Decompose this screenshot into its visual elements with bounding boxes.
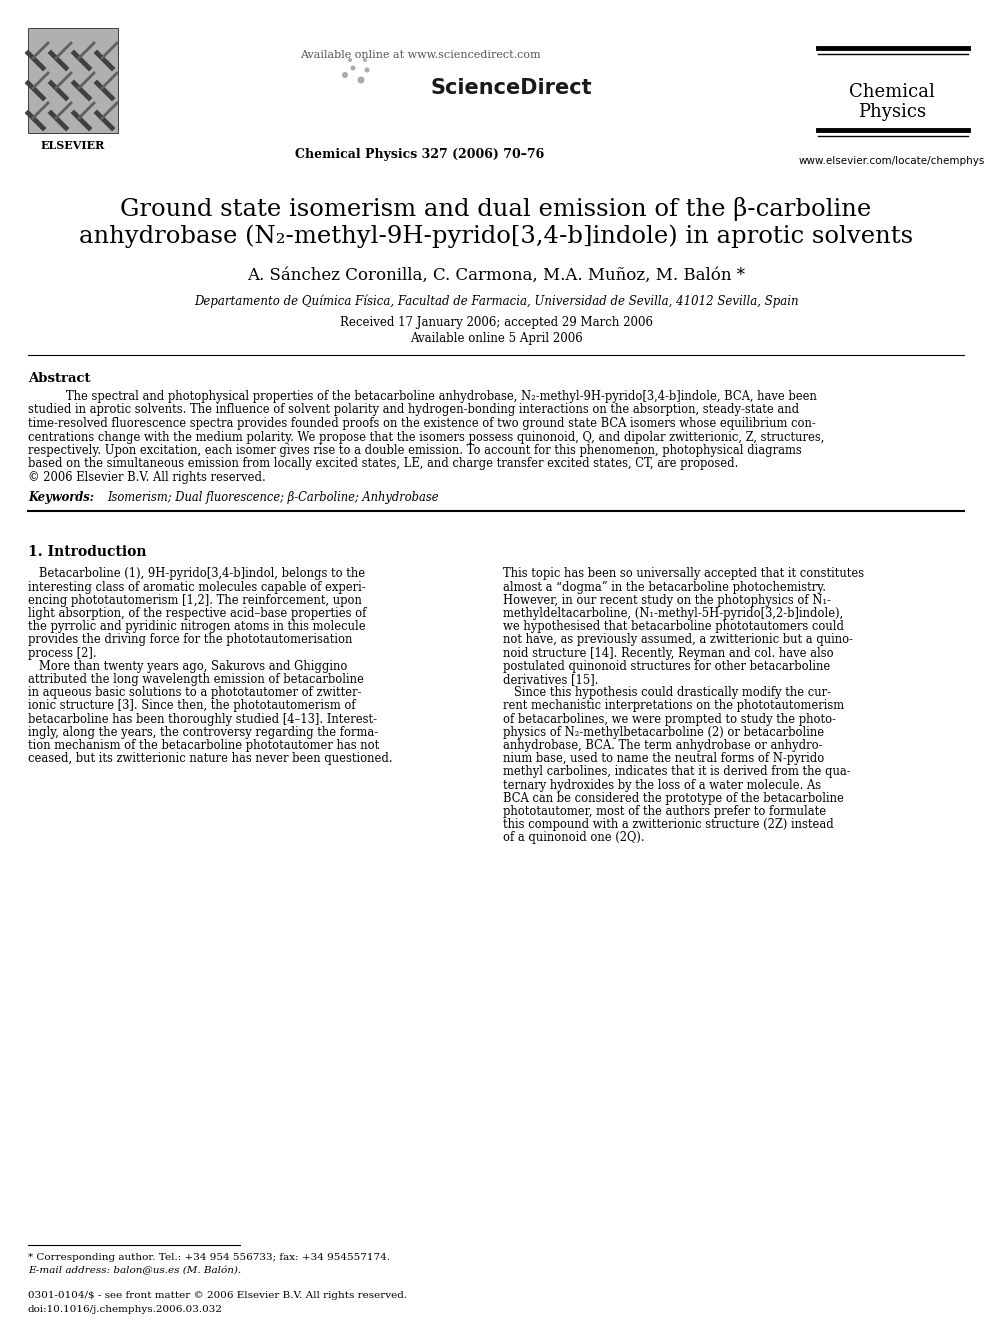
Text: anhydrobase, BCA. The term anhydrobase or anhydro-: anhydrobase, BCA. The term anhydrobase o… — [503, 740, 822, 751]
Text: 1. Introduction: 1. Introduction — [28, 545, 147, 560]
Text: of a quinonoid one (2Q).: of a quinonoid one (2Q). — [503, 831, 645, 844]
Text: encing phototautomerism [1,2]. The reinforcement, upon: encing phototautomerism [1,2]. The reinf… — [28, 594, 362, 607]
Text: rent mechanistic interpretations on the phototautomerism: rent mechanistic interpretations on the … — [503, 700, 844, 713]
Text: studied in aprotic solvents. The influence of solvent polarity and hydrogen-bond: studied in aprotic solvents. The influen… — [28, 404, 800, 417]
Text: methyl carbolines, indicates that it is derived from the qua-: methyl carbolines, indicates that it is … — [503, 766, 850, 778]
Text: time-resolved fluorescence spectra provides founded proofs on the existence of t: time-resolved fluorescence spectra provi… — [28, 417, 815, 430]
Text: phototautomer, most of the authors prefer to formulate: phototautomer, most of the authors prefe… — [503, 806, 826, 818]
Text: Physics: Physics — [858, 103, 927, 120]
Bar — [28, 28, 118, 134]
Text: BCA can be considered the prototype of the betacarboline: BCA can be considered the prototype of t… — [503, 792, 844, 804]
Text: www.elsevier.com/locate/chemphys: www.elsevier.com/locate/chemphys — [799, 156, 985, 165]
Text: light absorption, of the respective acid–base properties of: light absorption, of the respective acid… — [28, 607, 366, 620]
Circle shape — [350, 66, 355, 70]
Text: More than twenty years ago, Sakurovs and Ghiggino: More than twenty years ago, Sakurovs and… — [28, 660, 347, 673]
Text: ceased, but its zwitterionic nature has never been questioned.: ceased, but its zwitterionic nature has … — [28, 753, 393, 765]
Text: Received 17 January 2006; accepted 29 March 2006: Received 17 January 2006; accepted 29 Ma… — [339, 316, 653, 329]
Text: Available online 5 April 2006: Available online 5 April 2006 — [410, 332, 582, 345]
Text: ScienceDirect: ScienceDirect — [430, 78, 591, 98]
Text: in aqueous basic solutions to a phototautomer of zwitter-: in aqueous basic solutions to a phototau… — [28, 687, 361, 700]
Text: ternary hydroxides by the loss of a water molecule. As: ternary hydroxides by the loss of a wate… — [503, 779, 821, 791]
Text: * Corresponding author. Tel.: +34 954 556733; fax: +34 954557174.: * Corresponding author. Tel.: +34 954 55… — [28, 1253, 390, 1262]
Text: doi:10.1016/j.chemphys.2006.03.032: doi:10.1016/j.chemphys.2006.03.032 — [28, 1304, 223, 1314]
Circle shape — [363, 58, 367, 62]
Text: E-mail address: balon@us.es (M. Balón).: E-mail address: balon@us.es (M. Balón). — [28, 1266, 241, 1275]
Text: almost a “dogma” in the betacarboline photochemistry.: almost a “dogma” in the betacarboline ph… — [503, 581, 826, 594]
Text: Chemical: Chemical — [849, 83, 934, 101]
Text: betacarboline has been thoroughly studied [4–13]. Interest-: betacarboline has been thoroughly studie… — [28, 713, 377, 726]
Text: physics of N₂-methylbetacarboline (2) or betacarboline: physics of N₂-methylbetacarboline (2) or… — [503, 726, 824, 740]
Text: process [2].: process [2]. — [28, 647, 96, 660]
Text: ionic structure [3]. Since then, the phototautomerism of: ionic structure [3]. Since then, the pho… — [28, 700, 355, 713]
Text: this compound with a zwitterionic structure (2Z) instead: this compound with a zwitterionic struct… — [503, 819, 833, 831]
Text: we hypothesised that betacarboline phototautomers could: we hypothesised that betacarboline photo… — [503, 620, 844, 634]
Text: attributed the long wavelength emission of betacarboline: attributed the long wavelength emission … — [28, 673, 364, 687]
Circle shape — [357, 77, 364, 83]
Circle shape — [348, 58, 352, 62]
Text: Chemical Physics 327 (2006) 70–76: Chemical Physics 327 (2006) 70–76 — [296, 148, 545, 161]
Text: Since this hypothesis could drastically modify the cur-: Since this hypothesis could drastically … — [503, 687, 831, 700]
Text: However, in our recent study on the photophysics of N₁-: However, in our recent study on the phot… — [503, 594, 831, 607]
Text: interesting class of aromatic molecules capable of experi-: interesting class of aromatic molecules … — [28, 581, 366, 594]
Text: ingly, along the years, the controversy regarding the forma-: ingly, along the years, the controversy … — [28, 726, 378, 740]
Text: centrations change with the medium polarity. We propose that the isomers possess: centrations change with the medium polar… — [28, 430, 824, 443]
Circle shape — [364, 67, 369, 73]
Text: This topic has been so universally accepted that it constitutes: This topic has been so universally accep… — [503, 568, 864, 581]
Text: ELSEVIER: ELSEVIER — [41, 140, 105, 151]
Text: noid structure [14]. Recently, Reyman and col. have also: noid structure [14]. Recently, Reyman an… — [503, 647, 833, 660]
Text: respectively. Upon excitation, each isomer gives rise to a double emission. To a: respectively. Upon excitation, each isom… — [28, 445, 802, 456]
Text: the pyrrolic and pyridinic nitrogen atoms in this molecule: the pyrrolic and pyridinic nitrogen atom… — [28, 620, 366, 634]
Text: Available online at www.sciencedirect.com: Available online at www.sciencedirect.co… — [300, 50, 541, 60]
Text: nium base, used to name the neutral forms of N-pyrido: nium base, used to name the neutral form… — [503, 753, 824, 765]
Circle shape — [342, 71, 348, 78]
Text: not have, as previously assumed, a zwitterionic but a quino-: not have, as previously assumed, a zwitt… — [503, 634, 853, 647]
Text: Ground state isomerism and dual emission of the β-carboline: Ground state isomerism and dual emission… — [120, 197, 872, 221]
Text: Betacarboline (1), 9H-pyrido[3,4-b]indol, belongs to the: Betacarboline (1), 9H-pyrido[3,4-b]indol… — [28, 568, 365, 581]
Text: derivatives [15].: derivatives [15]. — [503, 673, 598, 687]
Text: Abstract: Abstract — [28, 372, 90, 385]
Text: postulated quinonoid structures for other betacarboline: postulated quinonoid structures for othe… — [503, 660, 830, 673]
Text: © 2006 Elsevier B.V. All rights reserved.: © 2006 Elsevier B.V. All rights reserved… — [28, 471, 266, 484]
Text: anhydrobase (N₂-methyl-9H-pyrido[3,4-b]indole) in aprotic solvents: anhydrobase (N₂-methyl-9H-pyrido[3,4-b]i… — [79, 224, 913, 247]
Text: A. Sánchez Coronilla, C. Carmona, M.A. Muñoz, M. Balón *: A. Sánchez Coronilla, C. Carmona, M.A. M… — [247, 267, 745, 284]
Text: based on the simultaneous emission from locally excited states, LE, and charge t: based on the simultaneous emission from … — [28, 458, 738, 471]
Text: The spectral and photophysical properties of the betacarboline anhydrobase, N₂-m: The spectral and photophysical propertie… — [55, 390, 816, 404]
Text: Isomerism; Dual fluorescence; β-Carboline; Anhydrobase: Isomerism; Dual fluorescence; β-Carbolin… — [107, 491, 438, 504]
Text: tion mechanism of the betacarboline phototautomer has not: tion mechanism of the betacarboline phot… — [28, 740, 379, 751]
Text: provides the driving force for the phototautomerisation: provides the driving force for the photo… — [28, 634, 352, 647]
Text: methyldeltacarboline, (N₁-methyl-5H-pyrido[3,2-b]indole),: methyldeltacarboline, (N₁-methyl-5H-pyri… — [503, 607, 843, 620]
Text: Keywords:: Keywords: — [28, 491, 94, 504]
Text: Departamento de Química Física, Facultad de Farmacia, Universidad de Sevilla, 41: Departamento de Química Física, Facultad… — [193, 294, 799, 307]
Text: of betacarbolines, we were prompted to study the photo-: of betacarbolines, we were prompted to s… — [503, 713, 836, 726]
Text: 0301-0104/$ - see front matter © 2006 Elsevier B.V. All rights reserved.: 0301-0104/$ - see front matter © 2006 El… — [28, 1291, 407, 1301]
